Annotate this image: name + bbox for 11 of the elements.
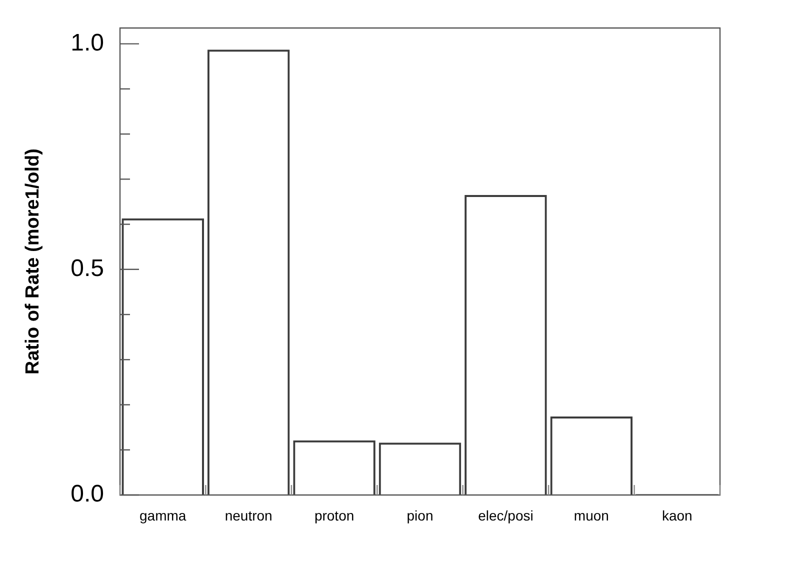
y-axis-title: Ratio of Rate (more1/old) (22, 148, 44, 374)
x-tick-label: muon (574, 507, 609, 524)
y-tick-label: 0.5 (70, 255, 104, 282)
y-tick-label: 1.0 (70, 29, 104, 56)
x-tick-label: kaon (662, 507, 692, 524)
x-tick-label: pion (406, 507, 434, 524)
y-tick-label: 0.0 (70, 480, 104, 508)
x-tick-label: proton (314, 507, 354, 524)
x-tick-label: neutron (224, 507, 272, 524)
x-tick-label: elec/posi (478, 507, 534, 524)
x-tick-label: gamma (140, 507, 186, 524)
